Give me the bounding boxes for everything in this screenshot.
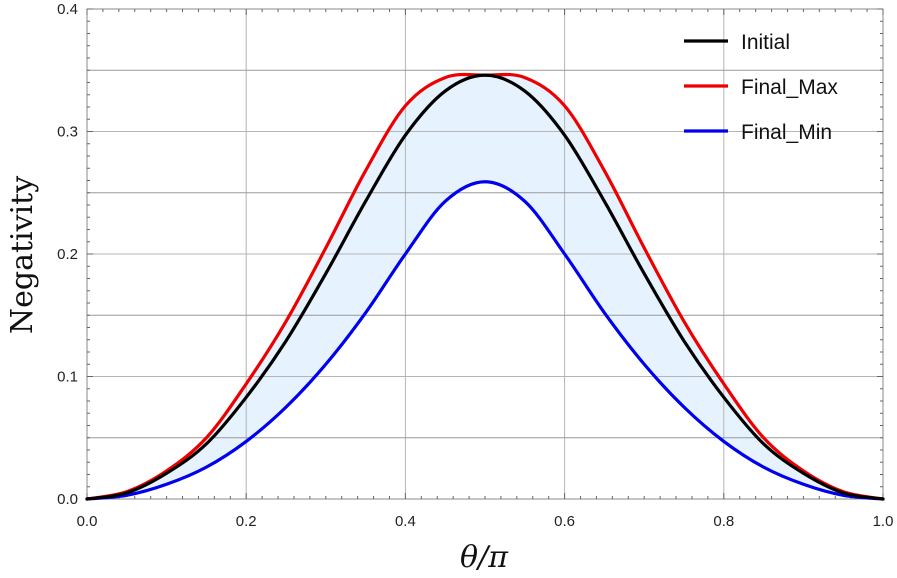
x-axis-label: θ/π: [460, 540, 509, 575]
x-tick-label: 1.0: [873, 513, 894, 530]
shaded-region-layer: [87, 74, 883, 499]
y-tick-label: 0.0: [57, 491, 78, 508]
shaded-band: [87, 74, 883, 499]
tick-labels: 0.0 0.2 0.4 0.6 0.8 1.0 0.0 0.1 0.2 0.3 0.4: [57, 1, 893, 530]
series-layer: [85, 72, 885, 501]
plot-frame: [86, 8, 884, 500]
legend-label-final-min: Final_Min: [741, 121, 832, 144]
y-tick-label: 0.3: [57, 124, 78, 141]
legend: Initial Final_Max Final_Min: [684, 31, 838, 144]
y-tick-label: 0.1: [57, 369, 78, 386]
x-tick-label: 0.8: [713, 513, 734, 530]
x-tick-label: 0.0: [77, 513, 98, 530]
series-line-initial: [85, 73, 885, 501]
x-tick-label: 0.6: [554, 513, 575, 530]
x-tick-label: 0.2: [236, 513, 257, 530]
series-line-final-min: [85, 180, 885, 501]
y-tick-label: 0.4: [57, 1, 78, 18]
y-tick-label: 0.2: [57, 246, 78, 263]
x-tick-label: 0.4: [395, 513, 416, 530]
y-axis-label: Negativity: [5, 176, 40, 334]
legend-label-initial: Initial: [741, 31, 790, 54]
legend-label-final-max: Final_Max: [741, 76, 838, 99]
